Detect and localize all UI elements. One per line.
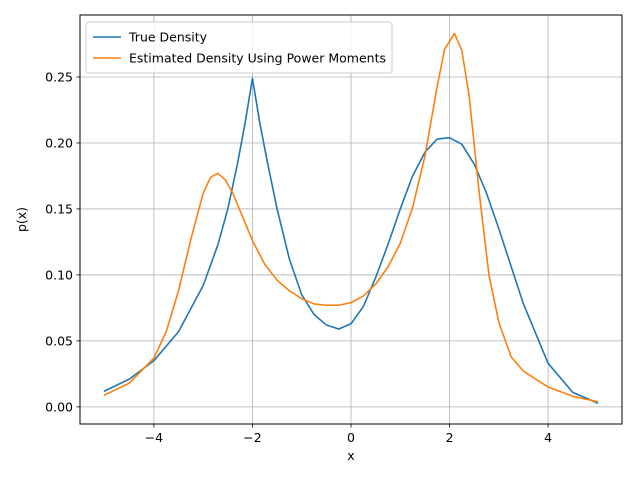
legend-label: Estimated Density Using Power Moments [129,51,386,66]
x-tick-label: −2 [243,430,261,445]
y-tick-label: 0.00 [45,399,73,414]
ticks: −4 −2 0 2 4 0.00 0.05 0.10 0.15 0.20 0.25 [45,70,552,445]
y-axis-label: p(x) [14,207,29,232]
y-tick-label: 0.20 [45,135,73,150]
legend: True Density Estimated Density Using Powe… [85,21,393,74]
legend-label: True Density [128,30,208,45]
x-tick-label: 2 [446,430,454,445]
series-group [103,32,599,404]
x-tick-label: 4 [544,430,552,445]
y-tick-label: 0.05 [45,333,73,348]
legend-box [85,21,393,74]
y-tick-label: 0.15 [45,201,73,216]
grid [80,15,622,424]
series-line-2 [103,32,599,403]
x-tick-label: 0 [347,430,355,445]
x-tick-label: −4 [145,430,163,445]
x-axis-label: x [347,448,354,463]
series-line-1 [103,77,599,404]
y-tick-label: 0.25 [45,70,73,85]
y-tick-label: 0.10 [45,267,73,282]
